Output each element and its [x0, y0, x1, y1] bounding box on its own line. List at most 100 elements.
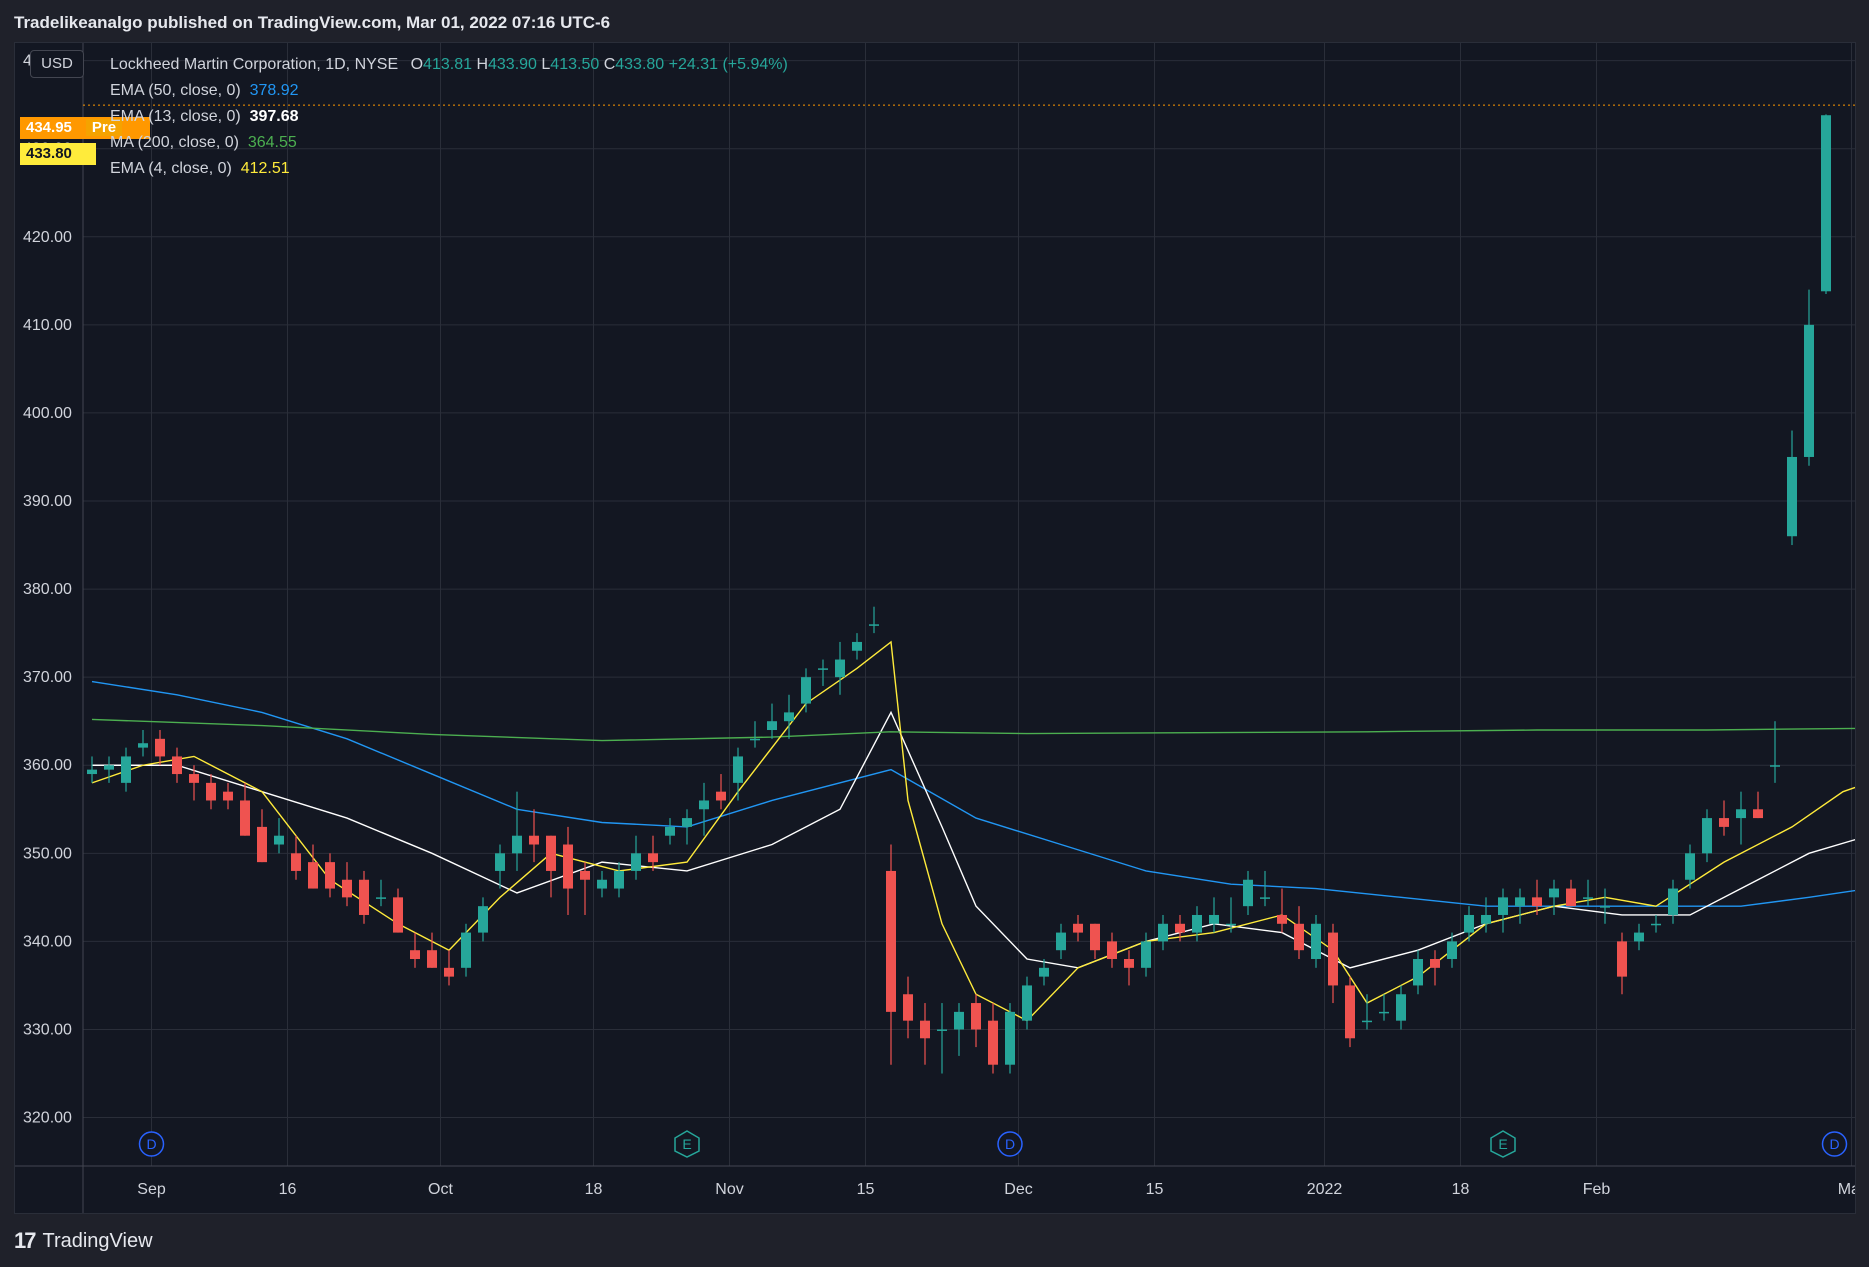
- candle: [1209, 897, 1219, 933]
- publisher-line: Tradelikeanalgo published on TradingView…: [14, 13, 611, 32]
- indicator-row-ema13[interactable]: EMA (13, close, 0) 397.68: [110, 104, 788, 130]
- candle-body: [1464, 914, 1474, 933]
- y-tick-label: 340.00: [23, 933, 72, 950]
- candle: [87, 756, 97, 783]
- candle: [359, 870, 369, 924]
- candle-body: [1192, 914, 1202, 933]
- chart-legend: Lockheed Martin Corporation, 1D, NYSE O4…: [110, 52, 788, 182]
- y-tick-label: 380.00: [23, 581, 72, 598]
- candle-body: [648, 853, 658, 863]
- candle-body: [1566, 888, 1576, 907]
- candle: [1668, 879, 1678, 924]
- candle-body: [886, 870, 896, 1012]
- indicator-value: 412.51: [240, 160, 290, 177]
- candle-body: [1005, 1011, 1015, 1065]
- candle-body: [1481, 914, 1491, 924]
- candle: [189, 765, 199, 801]
- candle-body: [1770, 765, 1780, 767]
- candle: [869, 606, 879, 634]
- candle: [240, 782, 250, 836]
- y-tick-label: 390.00: [23, 493, 72, 510]
- candle: [172, 747, 182, 783]
- candle: [1532, 879, 1542, 915]
- candle: [1413, 950, 1423, 995]
- ohlc-open: 413.81: [423, 56, 472, 73]
- candle-body: [1226, 923, 1236, 926]
- symbol-title: Lockheed Martin Corporation, 1D, NYSE: [110, 56, 399, 73]
- candle: [1753, 791, 1763, 819]
- candle: [138, 730, 148, 757]
- symbol-row[interactable]: Lockheed Martin Corporation, 1D, NYSE O4…: [110, 52, 788, 78]
- candle-body: [206, 782, 216, 801]
- candle: [852, 633, 862, 660]
- candle: [903, 976, 913, 1039]
- marker-label: D: [146, 1136, 156, 1152]
- candle: [1566, 879, 1576, 907]
- candle-body: [1311, 923, 1321, 960]
- indicator-row-ema4[interactable]: EMA (4, close, 0) 412.51: [110, 156, 788, 182]
- candle: [716, 774, 726, 810]
- candle: [1090, 923, 1100, 960]
- chart-pane[interactable]: 440.00430.00420.00410.00400.00390.00380.…: [14, 42, 1856, 1214]
- ohlc-close-label: C: [603, 56, 616, 73]
- candle-body: [563, 844, 573, 889]
- candle-body: [291, 853, 301, 871]
- pre-label: Pre: [85, 119, 123, 136]
- ohlc-close: 433.80: [615, 56, 665, 73]
- candle-body: [852, 641, 862, 651]
- candle: [325, 853, 335, 898]
- indicator-row-ma200[interactable]: MA (200, close, 0) 364.55: [110, 130, 788, 156]
- candle-body: [1328, 932, 1338, 986]
- candle: [1617, 932, 1627, 995]
- candle: [1464, 906, 1474, 942]
- candle: [206, 774, 216, 810]
- candle-body: [1175, 923, 1185, 933]
- candle-body: [1583, 897, 1593, 899]
- ohlc-high-label: H: [476, 56, 488, 73]
- candle-body: [597, 879, 607, 889]
- candle: [937, 1003, 947, 1074]
- candle: [954, 1003, 964, 1056]
- candle-body: [1107, 941, 1117, 960]
- indicator-value: 378.92: [249, 82, 299, 99]
- currency-badge[interactable]: USD: [30, 50, 84, 78]
- y-tick-label: 350.00: [23, 845, 72, 862]
- y-tick-label: 330.00: [23, 1021, 72, 1038]
- candle-body: [1362, 1020, 1372, 1023]
- candle: [376, 879, 386, 907]
- candle-body: [1651, 923, 1661, 926]
- x-tick-label: 18: [1452, 1181, 1470, 1198]
- x-tick-label: 16: [279, 1181, 297, 1198]
- candle-body: [1600, 906, 1610, 908]
- candle: [393, 888, 403, 933]
- y-tick-label: 410.00: [23, 317, 72, 334]
- candle: [427, 932, 437, 968]
- candle: [495, 844, 505, 889]
- candle-body: [1821, 115, 1831, 292]
- indicator-line: [91, 680, 1855, 907]
- candle-body: [1413, 959, 1423, 986]
- candle: [1719, 800, 1729, 836]
- footer-brand[interactable]: 17 TradingView: [14, 1228, 153, 1254]
- candle: [801, 668, 811, 713]
- candle-body: [1243, 879, 1253, 907]
- y-tick-label: 320.00: [23, 1110, 72, 1127]
- candle-body: [784, 712, 794, 722]
- marker-shape: [138, 1131, 165, 1157]
- candle: [1260, 870, 1270, 907]
- candle-body: [988, 1020, 998, 1065]
- candlestick-chart[interactable]: 440.00430.00420.00410.00400.00390.00380.…: [15, 43, 1855, 1213]
- indicator-row-ema50[interactable]: EMA (50, close, 0) 378.92: [110, 78, 788, 104]
- x-tick-label: 2022: [1307, 1181, 1343, 1198]
- x-tick-label: 15: [1146, 1181, 1164, 1198]
- x-tick-label: 18: [585, 1181, 603, 1198]
- marker-shape: [1821, 1131, 1848, 1157]
- candle: [410, 932, 420, 968]
- candle: [971, 994, 981, 1048]
- marker-label: E: [1498, 1136, 1507, 1152]
- candle-body: [580, 870, 590, 880]
- candle: [1328, 923, 1338, 1004]
- x-tick-label: Mar: [1838, 1181, 1855, 1198]
- candle: [818, 659, 828, 686]
- candle: [1379, 994, 1389, 1021]
